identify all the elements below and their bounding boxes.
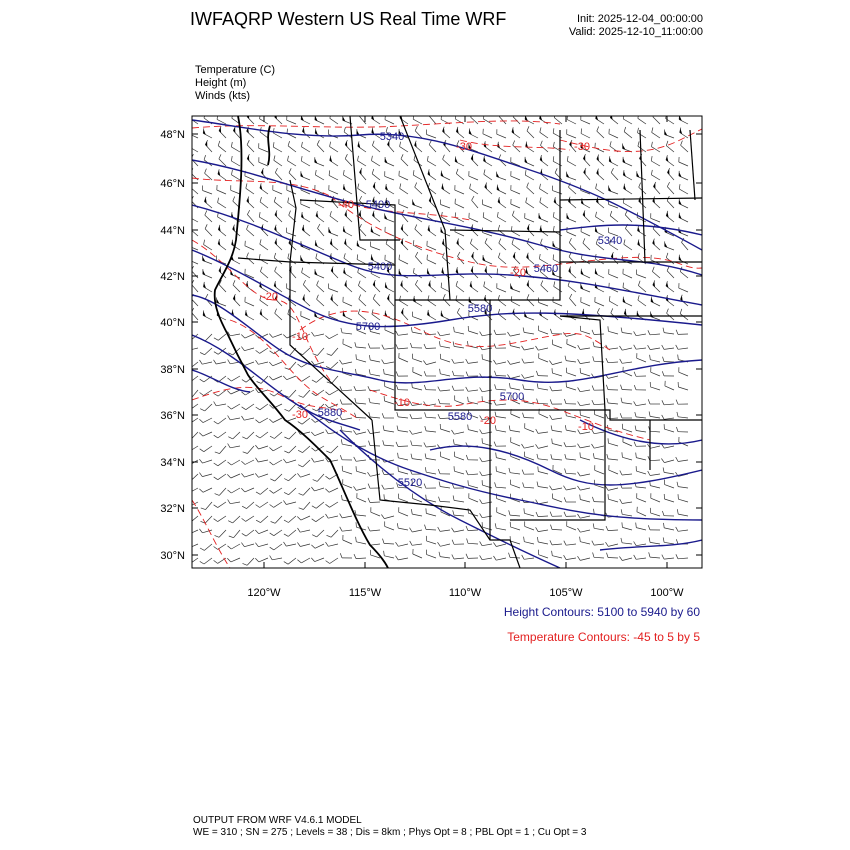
- variable-height: Height (m): [195, 77, 247, 89]
- lat-tick-label: 38°N: [160, 364, 185, 376]
- model-parameters: WE = 310 ; SN = 275 ; Levels = 38 ; Dis …: [193, 827, 587, 838]
- lat-tick-label: 32°N: [160, 503, 185, 515]
- variable-winds: Winds (kts): [195, 90, 250, 102]
- temperature-contour-label: -20: [510, 267, 526, 279]
- height-contour-label: 5340: [380, 131, 404, 143]
- lat-tick-label: 42°N: [160, 271, 185, 283]
- lon-tick-label: 110°W: [449, 587, 482, 599]
- lon-tick-label: 120°W: [247, 587, 281, 599]
- temperature-contour-label: -20: [262, 291, 278, 303]
- height-contour-label: 5880: [318, 407, 342, 419]
- height-contour-label: 5460: [534, 263, 558, 275]
- wind-barbs: [192, 116, 689, 566]
- temperature-contour-label: -20: [480, 415, 496, 427]
- lat-tick-label: 48°N: [160, 129, 185, 141]
- lat-tick-label: 30°N: [160, 550, 185, 562]
- height-contour-label: 5580: [448, 411, 472, 423]
- model-info: OUTPUT FROM WRF V4.6.1 MODEL: [193, 815, 362, 826]
- lon-tick-label: 100°W: [650, 587, 684, 599]
- temperature-contours: [192, 120, 702, 568]
- chart-title: IWFAQRP Western US Real Time WRF: [190, 9, 507, 29]
- temperature-contour-label: -30: [292, 409, 308, 421]
- lat-tick-label: 36°N: [160, 410, 185, 422]
- temperature-contour-label: -10: [578, 421, 594, 433]
- lat-tick-label: 34°N: [160, 457, 185, 469]
- temperature-contour-label: -30: [574, 141, 590, 153]
- lat-tick-label: 40°N: [160, 317, 185, 329]
- contour-labels: 5340 5400 5400 5580 5700 5880 5700 5520 5460 5340…: [262, 131, 622, 489]
- temperature-contour-label: -10: [394, 397, 410, 409]
- state-borders: [213, 116, 702, 568]
- temperature-contour-label: -30: [456, 141, 472, 153]
- height-contour-label: 5520: [398, 477, 422, 489]
- valid-time: Valid: 2025-12-10_11:00:00: [568, 26, 703, 38]
- height-contour-label: 5700: [500, 391, 524, 403]
- height-contours: [192, 119, 702, 568]
- variable-temperature: Temperature (C): [195, 64, 276, 76]
- lon-tick-label: 105°W: [549, 587, 583, 599]
- temperature-contour-label: -40: [338, 199, 354, 211]
- temperature-contour-label: -10: [292, 331, 308, 343]
- latitude-axis: 48°N 46°N 44°N 42°N 40°N 38°N 36°N 34°N 32°N 30°N: [160, 129, 702, 562]
- height-contour-legend: Height Contours: 5100 to 5940 by 60: [503, 605, 700, 619]
- height-contour-label: 5400: [366, 199, 390, 211]
- lon-tick-label: 115°W: [349, 587, 382, 599]
- lat-tick-label: 44°N: [160, 225, 185, 237]
- height-contour-label: 5340: [598, 235, 622, 247]
- longitude-axis: 120°W 115°W 110°W 105°W 100°W: [247, 116, 684, 599]
- map-frame: [191, 115, 703, 569]
- temperature-contour-legend: Temperature Contours: -45 to 5 by 5: [507, 630, 700, 644]
- init-time: Init: 2025-12-04_00:00:00: [577, 13, 703, 25]
- height-contour-label: 5400: [368, 261, 392, 273]
- height-contour-label: 5700: [356, 321, 380, 333]
- lat-tick-label: 46°N: [160, 178, 185, 190]
- height-contour-label: 5580: [468, 303, 492, 315]
